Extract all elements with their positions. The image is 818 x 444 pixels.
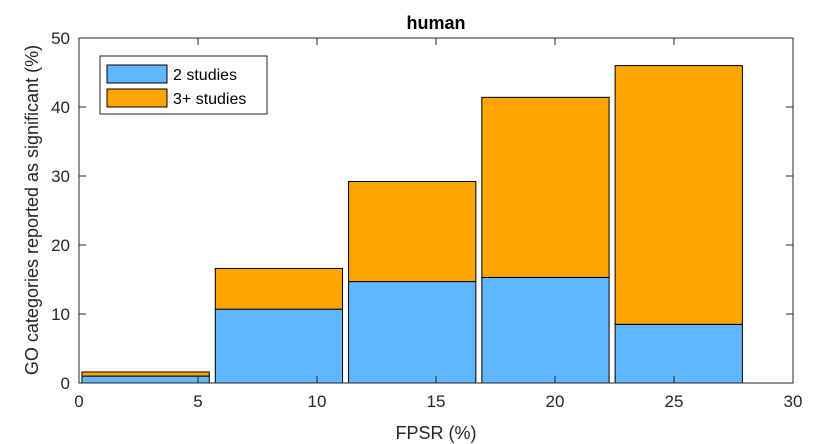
bars-group: [81, 65, 743, 384]
legend: 2 studies 3+ studies: [99, 55, 268, 115]
x-tick-label: 5: [193, 392, 202, 411]
y-axis-label: GO categories reported as significant (%…: [22, 45, 42, 375]
y-tick-label: 10: [51, 305, 70, 324]
bar-2-studies-bin-3: [348, 281, 477, 384]
y-tick-label: 0: [61, 374, 70, 393]
bar-3plus-studies-bin-3: [348, 181, 477, 283]
legend-swatch-2-studies: [106, 64, 168, 84]
x-tick-label: 30: [784, 392, 803, 411]
legend-label-3plus-studies: 3+ studies: [173, 91, 246, 108]
x-tick-label: 15: [427, 392, 446, 411]
y-tick-label: 20: [51, 236, 70, 255]
bar-3plus-studies-bin-1: [81, 371, 210, 377]
bar-2-studies-bin-1: [81, 375, 210, 384]
x-tick-label: 25: [665, 392, 684, 411]
y-tick-label: 30: [51, 167, 70, 186]
bar-2-studies-bin-4: [481, 276, 610, 384]
x-axis-label: FPSR (%): [396, 423, 477, 443]
bar-3plus-studies-bin-2: [214, 267, 344, 310]
bar-3plus-studies-bin-4: [481, 96, 610, 278]
legend-swatch-3plus-studies: [106, 88, 168, 108]
x-tick-label: 20: [546, 392, 565, 411]
bar-2-studies-bin-2: [214, 308, 344, 384]
x-tick-label: 10: [308, 392, 327, 411]
x-tick-label: 0: [74, 392, 83, 411]
bar-3plus-studies-bin-5: [614, 65, 743, 325]
y-tick-label: 40: [51, 98, 70, 117]
legend-label-2-studies: 2 studies: [173, 67, 237, 84]
y-tick-label: 50: [51, 29, 70, 48]
bar-2-studies-bin-5: [614, 323, 743, 384]
ticks-group: 0 5 10 15 20 25 30 0 10 20 30 40 50: [51, 29, 802, 411]
chart-title: human: [406, 13, 465, 33]
